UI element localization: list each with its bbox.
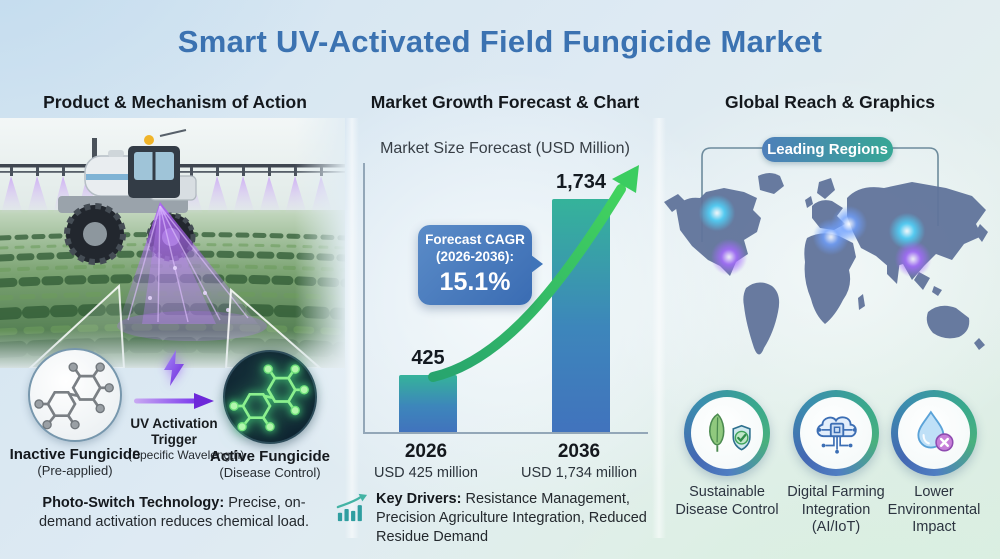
gradient-ring (793, 390, 879, 476)
gray-molecule-icon (34, 362, 114, 430)
active-fungicide-label: Active Fungicide (209, 448, 331, 465)
uv-trigger-sublabel: (Specific Wavelength) (128, 448, 245, 463)
cagr-callout: Forecast CAGR (2026-2036): 15.1% (418, 225, 543, 305)
water-drop-x-icon (917, 410, 954, 452)
feature-sustainable-disease-control: Sustainable Disease Control (667, 390, 787, 519)
bar-2036 (552, 198, 610, 432)
inactive-fungicide-caption: Inactive Fungicide (Pre-applied) (0, 446, 150, 478)
region-glow-china (894, 240, 932, 278)
inactive-fungicide-circle (28, 348, 122, 442)
uv-trigger-label: UV Activation Trigger (130, 416, 218, 447)
photo-switch-note-text: Precise, on-demand activation reduces ch… (38, 495, 309, 530)
year-2036: 2036 (557, 441, 601, 462)
feature-digital-farming: Digital Farming Integration (AI/IoT) (776, 390, 896, 537)
column-divider (345, 118, 359, 538)
uv-sprayer-scene-illustration (0, 118, 345, 368)
key-drivers-title: Key Drivers: (376, 491, 462, 507)
active-fungicide-circle (223, 350, 317, 444)
bar-column-2036: 1,734 (552, 163, 610, 432)
bar-value-2036: 1,734 (555, 170, 607, 193)
bar-chart-growth-icon (336, 490, 368, 547)
page-title: Smart UV-Activated Field Fungicide Marke… (177, 24, 823, 59)
inactive-fungicide-label: Inactive Fungicide (9, 446, 141, 463)
feature-lower-impact: Lower Environmental Impact (874, 390, 994, 537)
key-drivers-text: Key Drivers: Resistance Management, Prec… (376, 490, 672, 547)
cagr-value: 15.1% (439, 267, 511, 296)
year-2026: 2026 (404, 441, 448, 462)
gradient-ring (891, 390, 977, 476)
glowing-green-molecule-icon (229, 364, 309, 432)
photo-switch-note-title: Photo-Switch Technology: (42, 495, 225, 511)
right-arrow-icon (128, 393, 220, 414)
region-glow-south-us (710, 238, 748, 276)
gradient-ring (684, 390, 770, 476)
sprayer-boom (0, 164, 345, 173)
active-fungicide-caption: Active Fungicide (Disease Control) (195, 448, 345, 480)
cagr-line1: Forecast CAGR (425, 232, 525, 247)
photo-switch-note: Photo-Switch Technology: Precise, on-dem… (18, 494, 330, 532)
usd-2036: USD 1,734 million (520, 465, 638, 481)
inactive-fungicide-sublabel: (Pre-applied) (37, 463, 113, 478)
region-glow-scandinavia (830, 205, 868, 243)
active-fungicide-sublabel: (Disease Control) (219, 465, 321, 480)
key-drivers-note: Key Drivers: Resistance Management, Prec… (336, 490, 672, 547)
chart-title: Market Size Forecast (USD Million) (380, 140, 630, 157)
leaf-shield-icon (709, 413, 751, 452)
feature-label: Digital Farming Integration (AI/IoT) (787, 484, 885, 536)
axis-label-2036: 2036 USD 1,734 million (509, 441, 649, 481)
feature-label: Sustainable Disease Control (675, 484, 779, 518)
leading-regions-badge: Leading Regions (762, 137, 893, 162)
key-drivers-body: Resistance Management, Precision Agricul… (376, 491, 647, 545)
lightning-bolt-icon (128, 350, 220, 391)
cloud-chip-icon (816, 416, 857, 454)
left-column-header: Product & Mechanism of Action (43, 92, 307, 112)
cagr-line2: (2026-2036): (435, 248, 515, 264)
middle-column-header: Market Growth Forecast & Chart (370, 92, 640, 112)
bar-2026 (399, 374, 457, 432)
column-divider (652, 118, 666, 538)
usd-2026: USD 425 million (374, 465, 478, 481)
axis-label-2026: 2026 USD 425 million (356, 441, 496, 481)
right-column-header: Global Reach & Graphics (724, 92, 936, 112)
region-glow-north-america (698, 194, 736, 232)
badge-connector-lines (701, 147, 939, 242)
tractor (58, 129, 197, 265)
feature-label: Lower Environmental Impact (887, 484, 981, 536)
uv-trigger-group: UV Activation Trigger (Specific Waveleng… (128, 350, 245, 463)
bar-value-2026: 425 (411, 346, 445, 369)
